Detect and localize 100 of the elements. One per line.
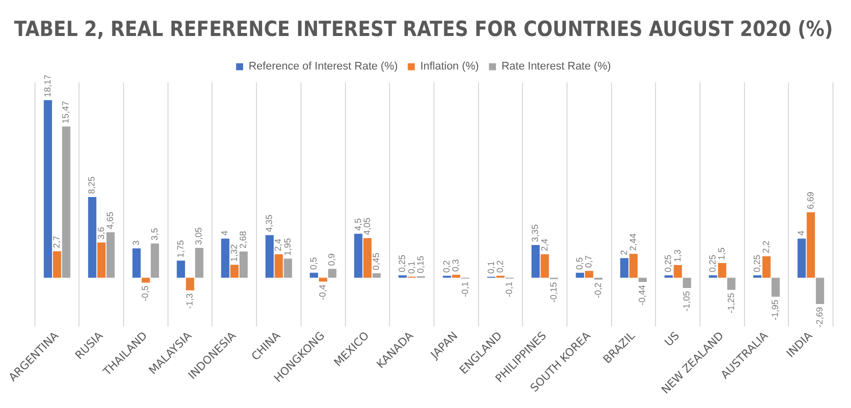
data-label: 0,3 [450,259,461,272]
data-label: -2,69 [814,306,824,328]
data-label: 2,44 [628,233,638,251]
data-label: 2,7 [52,236,62,248]
data-label: -0,4 [318,284,328,300]
bar [682,278,692,288]
data-label: 4,35 [264,214,274,232]
data-label: -0,5 [140,286,150,302]
bar [674,264,682,278]
bar [265,235,274,278]
data-label: -1,3 [184,293,195,309]
data-label: 0,1 [486,261,496,274]
bar [221,238,230,278]
bar [354,234,362,278]
bar [142,278,150,283]
data-label: 0,2 [494,260,505,273]
data-label: 0,25 [663,254,674,272]
data-label: 3,5 [149,228,160,240]
bar [274,254,283,278]
data-label: 4 [220,230,230,236]
data-label: 6,69 [805,192,816,210]
data-label: 1,75 [175,240,186,258]
bar [106,232,115,278]
legend-label: Inflation (%) [420,60,479,73]
bar [150,243,160,278]
bar [195,248,204,278]
data-label: 0,9 [326,253,337,266]
data-label: -1,25 [726,292,736,314]
bar [176,260,186,278]
legend-label: Reference of Interest Rate (%) [248,60,398,73]
bar [806,212,815,278]
bar [328,268,336,278]
bar [52,251,62,278]
bar [318,278,328,282]
data-label: 1,5 [716,248,727,260]
bar [363,238,372,278]
data-label: 3,6 [96,226,106,240]
bar [638,278,647,282]
x-tick-label: US [662,329,682,350]
bar [44,100,52,278]
data-label: 4,65 [105,212,116,230]
data-label: 2 [618,250,629,256]
data-label: 0,25 [752,254,762,272]
bar [620,258,628,278]
data-label: 1,95 [282,238,292,256]
bar [230,264,239,278]
data-label: 3 [131,240,142,246]
data-label: 3,35 [530,224,540,242]
bar [629,254,638,278]
bar [532,244,540,278]
legend-label: Rate Interest Rate (%) [501,60,611,73]
data-label: -0,15 [548,282,558,303]
bar [97,242,106,278]
data-label: 0,5 [308,257,318,270]
bar [540,254,549,278]
data-label: 0,2 [441,260,452,273]
bar [727,278,736,290]
bar [664,275,673,278]
bar [585,270,594,278]
bar [753,275,762,278]
bar [132,248,141,278]
data-label: 2,2 [760,240,771,254]
data-label: -0,1 [460,282,470,298]
data-label: 0,45 [371,252,382,270]
data-label: 4,05 [362,218,372,236]
bar [88,197,96,278]
bar [239,251,248,278]
data-label: -0,2 [592,282,603,298]
data-label: -0,1 [504,282,514,298]
data-label: 1,3 [672,249,682,262]
data-label: 18,17 [42,74,52,98]
bar [708,275,718,278]
data-label: 8,25 [86,176,97,194]
bar [762,256,771,278]
bar [718,263,726,278]
data-label: 0,5 [574,257,584,270]
data-label: 2,4 [539,238,550,252]
data-label: 0,7 [584,255,594,268]
data-label: -1,95 [770,300,780,320]
data-label: 2,68 [238,230,248,248]
data-label: 0,25 [707,254,718,272]
data-label: 3,05 [194,227,204,245]
bar [62,126,70,278]
data-label: 4,5 [352,218,363,231]
data-label: 2,4 [273,238,284,252]
bar [816,278,824,304]
bar [186,278,194,290]
data-label: 0,1 [406,261,416,274]
data-label: 4 [796,230,806,236]
data-label: -1,05 [681,290,692,312]
bar [798,238,806,278]
chart-title: TABEL 2, REAL REFERENCE INTEREST RATES FOR COUNTRIES AUGUST 2020 (%) [14,16,833,42]
bar [772,278,780,297]
data-label: 15,47 [60,100,71,124]
data-label: 1,32 [228,244,239,262]
data-label: 0,25 [397,254,408,272]
data-label: -0,44 [637,284,648,306]
data-label: 0,15 [415,256,426,274]
bar [284,258,292,278]
bar [398,275,407,278]
